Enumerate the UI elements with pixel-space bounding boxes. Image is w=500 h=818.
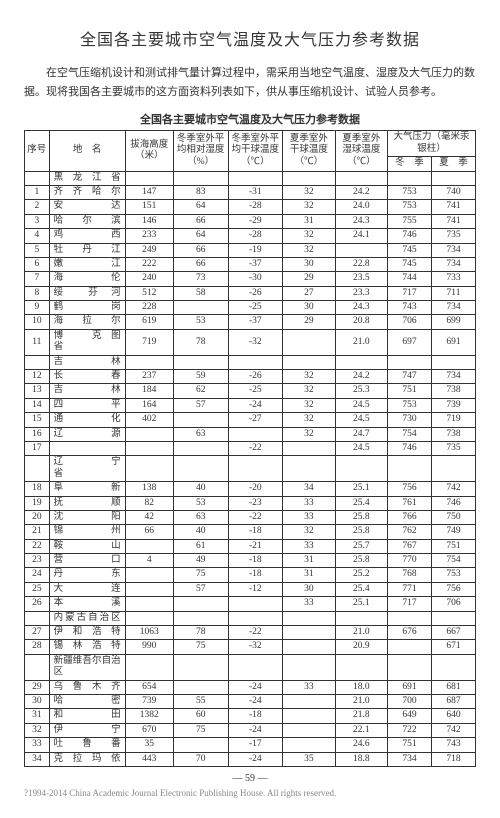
- table-row: 18阜 新13840-203425.1756742: [25, 482, 476, 496]
- intro-text: 在空气压缩机设计和测试排气量计算过程中，需采用当地空气温度、湿度及大气压力的数据…: [24, 64, 476, 101]
- copyright: ?1994-2014 China Academic Journal Electr…: [24, 788, 476, 798]
- table-row: 5牡 丹 江24966-1932745734: [25, 243, 476, 257]
- region-name: 黑 龙 江 省: [49, 171, 125, 185]
- table-row: 11博 克 图 省71978-3221.0697691: [25, 329, 476, 355]
- col-summer-wet: 夏季室外湿球温度（℃）: [335, 131, 387, 171]
- table-row: 10海 拉 尔61953-372920.8706699: [25, 315, 476, 329]
- region-name: 新疆维吾尔自治区: [49, 654, 125, 680]
- table-row: 14四 平16457-243224.5753739: [25, 398, 476, 412]
- table-row: 25大 连57-123025.4771756: [25, 582, 476, 596]
- region-name: 吉 林: [49, 355, 125, 369]
- col-place: 地 名: [49, 131, 125, 171]
- col-winter-rh: 冬季室外平均相对湿度（%）: [173, 131, 228, 171]
- table-row: 4鸡 西23364-283224.1746735: [25, 229, 476, 243]
- table-row: 17-2224.5746735: [25, 441, 476, 455]
- table-row: 16辽 源633224.7754738: [25, 427, 476, 441]
- table-row: 24丹 东75-183125.2768753: [25, 568, 476, 582]
- page-number: — 59 —: [24, 773, 476, 784]
- table-row: 13吉 林18462-253225.3751738: [25, 384, 476, 398]
- table-row: 3哈 尔 滨14666-293124.3755741: [25, 214, 476, 228]
- col-alt: 拔海高度（米）: [125, 131, 173, 171]
- table-row: 28锡 林 浩 特99075-3220.9671: [25, 640, 476, 654]
- table-row: 23营 口449-183125.8770754: [25, 554, 476, 568]
- table-row: 2安 达15164-283224.0753741: [25, 200, 476, 214]
- table-row: 22鞍 山61-213325.7767751: [25, 539, 476, 553]
- table-row: 1齐 齐 哈 尔14783-313224.2753740: [25, 185, 476, 199]
- table-row: 7海 伦24073-302923.5744733: [25, 272, 476, 286]
- region-name: 辽 宁 省: [49, 456, 125, 482]
- table-row: 29乌 鲁 木 齐654-243318.0691681: [25, 680, 476, 694]
- table-row: 20沈 阳4263-223325.8766750: [25, 510, 476, 524]
- table-row: 31和 田138260-1821.8649640: [25, 709, 476, 723]
- table-title: 全国各主要城市空气温度及大气压力参考数据: [24, 111, 476, 127]
- table-row: 15通 化402-273224.5730719: [25, 413, 476, 427]
- table-row: 32伊 宁67075-2422.1722742: [25, 723, 476, 737]
- col-press: 大气压力（毫米汞银柱）: [388, 131, 476, 157]
- table-row: 12长 春23759-263224.2747734: [25, 370, 476, 384]
- col-summer-dry: 夏季室外干球温度（℃）: [283, 131, 335, 171]
- table-row: 6嫩 江22266-373022.8745734: [25, 257, 476, 271]
- table-row: 21锦 州6640-183225.8762749: [25, 525, 476, 539]
- col-press-s: 夏 季: [432, 157, 476, 171]
- table-row: 8绥 芬 河51258-262723.3717711: [25, 286, 476, 300]
- table-row: 19抚 顺8253-233325.4761746: [25, 496, 476, 510]
- col-seq: 序号: [25, 131, 50, 171]
- table-row: 9鹤 岗228-253024.3743734: [25, 301, 476, 315]
- table-row: 30哈 密73955-2421.0700687: [25, 695, 476, 709]
- region-name: 内蒙古自治区: [49, 611, 125, 625]
- col-press-w: 冬 季: [388, 157, 432, 171]
- table-row: 27伊 和 浩 特106378-2221.0676667: [25, 626, 476, 640]
- data-table: 序号 地 名 拔海高度（米） 冬季室外平均相对湿度（%） 冬季室外平均干球温度（…: [24, 130, 476, 767]
- table-row: 33吐 鲁 番35-1724.6751743: [25, 738, 476, 752]
- col-winter-dry: 冬季室外平均干球温度（℃）: [228, 131, 283, 171]
- table-row: 34克 拉 玛 依44370-243518.8734718: [25, 752, 476, 766]
- table-row: 26本 溪3325.1717706: [25, 597, 476, 611]
- page-title: 全国各主要城市空气温度及大气压力参考数据: [24, 26, 476, 50]
